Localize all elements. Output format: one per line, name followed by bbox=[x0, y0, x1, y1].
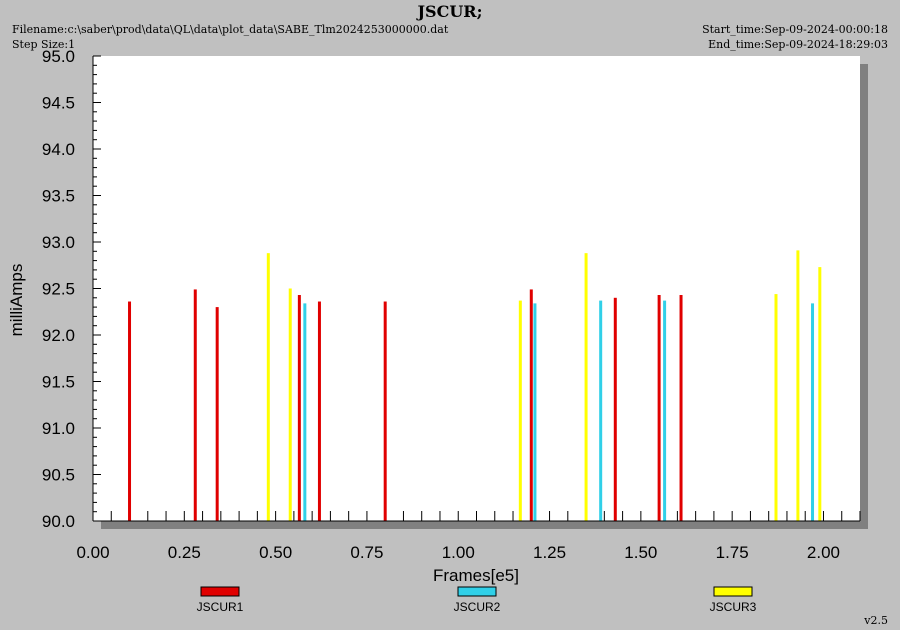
bar-jscur3 bbox=[818, 267, 822, 521]
chart-title: JSCUR; bbox=[417, 2, 483, 21]
step-size-label: Step Size:1 bbox=[12, 38, 76, 51]
legend: JSCUR1 JSCUR2 JSCUR3 bbox=[197, 586, 757, 614]
version-label: v2.5 bbox=[864, 614, 888, 627]
y-tick-label: 92.0 bbox=[42, 326, 75, 345]
x-tick-label: 1.75 bbox=[716, 543, 749, 562]
y-tick-label: 93.0 bbox=[42, 233, 75, 252]
bar-jscur2 bbox=[599, 300, 603, 521]
bar-jscur2 bbox=[663, 300, 667, 521]
x-tick-label: 2.00 bbox=[807, 543, 840, 562]
x-tick-label: 1.00 bbox=[442, 543, 475, 562]
legend-swatch-jscur3 bbox=[713, 586, 753, 597]
axes bbox=[92, 56, 860, 522]
y-tick-label: 93.5 bbox=[42, 187, 75, 206]
y-tick-label: 91.5 bbox=[42, 373, 75, 392]
bar-jscur1 bbox=[317, 301, 321, 521]
end-time-label: End_time:Sep-09-2024-18:29:03 bbox=[708, 38, 888, 51]
bar-jscur3 bbox=[774, 294, 778, 521]
x-tick-labels: 0.00 0.25 0.50 0.75 1.00 1.25 1.50 1.75 2.00 bbox=[76, 543, 840, 562]
bar-jscur3 bbox=[266, 253, 270, 521]
x-tick-label: 1.25 bbox=[533, 543, 566, 562]
y-tick-label: 92.5 bbox=[42, 280, 75, 299]
y-tick-label: 91.0 bbox=[42, 419, 75, 438]
data-bars bbox=[128, 250, 822, 521]
plot-area bbox=[93, 56, 860, 521]
bar-jscur1 bbox=[215, 307, 219, 521]
bar-jscur3 bbox=[584, 253, 588, 521]
y-tick-labels: 90.0 90.5 91.0 91.5 92.0 92.5 93.0 93.5 94.0 94.5… bbox=[42, 47, 75, 531]
bar-jscur3 bbox=[518, 300, 522, 521]
y-tick-label: 94.0 bbox=[42, 140, 75, 159]
x-tick-label: 1.50 bbox=[624, 543, 657, 562]
start-time-label: Start_time:Sep-09-2024-00:00:18 bbox=[702, 23, 888, 36]
x-axis-label: Frames[e5] bbox=[433, 566, 519, 585]
legend-label-jscur2: JSCUR2 bbox=[454, 600, 501, 614]
x-tick-label: 0.00 bbox=[76, 543, 109, 562]
legend-swatch-jscur2 bbox=[457, 586, 497, 597]
y-tick-label: 90.5 bbox=[42, 466, 75, 485]
filename-label: Filename:c:\saber\prod\data\QL\data\plot… bbox=[12, 23, 449, 36]
x-tick-label: 0.50 bbox=[259, 543, 292, 562]
bar-jscur1 bbox=[679, 295, 683, 521]
legend-label-jscur3: JSCUR3 bbox=[710, 600, 757, 614]
y-tick-label: 95.0 bbox=[42, 47, 75, 66]
bar-jscur3 bbox=[796, 250, 800, 521]
bar-jscur2 bbox=[811, 303, 815, 521]
x-tick-label: 0.75 bbox=[350, 543, 383, 562]
y-tick-label: 90.0 bbox=[42, 512, 75, 531]
bar-jscur1 bbox=[383, 301, 387, 521]
bar-jscur1 bbox=[529, 289, 533, 521]
legend-label-jscur1: JSCUR1 bbox=[197, 600, 244, 614]
y-axis-label: milliAmps bbox=[7, 264, 26, 337]
bar-jscur1 bbox=[657, 295, 661, 521]
bar-jscur2 bbox=[303, 303, 307, 521]
bar-jscur1 bbox=[193, 289, 197, 521]
bar-jscur3 bbox=[288, 288, 292, 521]
x-tick-label: 0.25 bbox=[168, 543, 201, 562]
bar-jscur2 bbox=[533, 303, 537, 521]
legend-swatch-jscur1 bbox=[200, 586, 240, 597]
bar-jscur1 bbox=[297, 295, 301, 521]
bar-jscur1 bbox=[128, 301, 132, 521]
y-tick-label: 94.5 bbox=[42, 94, 75, 113]
bar-jscur1 bbox=[613, 297, 617, 521]
